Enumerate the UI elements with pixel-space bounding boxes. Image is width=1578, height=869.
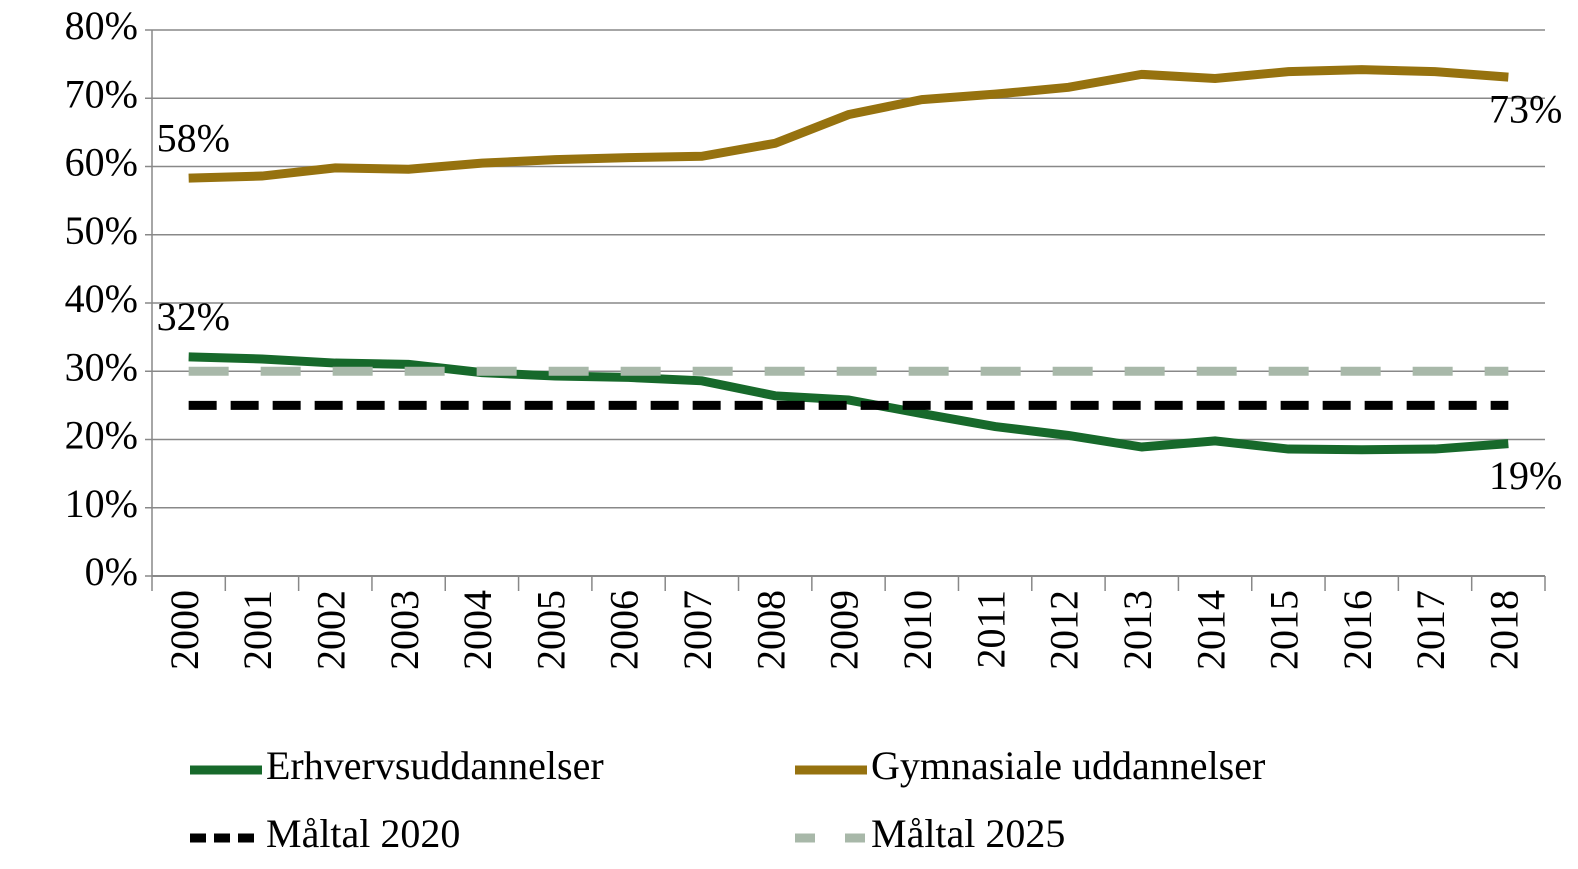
x-tick-label: 2004 (455, 590, 500, 670)
x-tick-label: 2006 (602, 590, 647, 670)
y-tick-label: 30% (65, 344, 138, 389)
x-tick-label: 2018 (1482, 590, 1527, 670)
legend-label: Måltal 2025 (871, 811, 1065, 856)
x-tick-label: 2013 (1115, 590, 1160, 670)
x-tick-label: 2015 (1262, 590, 1307, 670)
x-tick-label: 2009 (822, 590, 867, 670)
data-label: 73% (1489, 86, 1562, 131)
x-tick-label: 2002 (308, 590, 353, 670)
legend-label: Måltal 2020 (266, 811, 460, 856)
y-tick-label: 20% (65, 413, 138, 458)
x-tick-label: 2001 (235, 590, 280, 670)
x-tick-label: 2000 (162, 590, 207, 670)
data-label: 32% (157, 294, 230, 339)
x-tick-label: 2003 (382, 590, 427, 670)
x-tick-label: 2014 (1188, 590, 1233, 670)
legend-label: Erhvervsuddannelser (266, 743, 604, 788)
y-tick-label: 70% (65, 71, 138, 116)
y-tick-label: 40% (65, 276, 138, 321)
series-line (188, 65, 1509, 183)
y-tick-label: 10% (65, 481, 138, 526)
legend-label: Gymnasiale uddannelser (871, 743, 1265, 788)
x-tick-label: 2017 (1408, 590, 1453, 670)
x-tick-label: 2011 (968, 590, 1013, 669)
data-label: 19% (1489, 453, 1562, 498)
x-tick-label: 2005 (528, 590, 573, 670)
series-line (188, 352, 1509, 455)
x-tick-label: 2007 (675, 590, 720, 670)
y-tick-label: 80% (65, 3, 138, 48)
y-tick-label: 0% (85, 549, 138, 594)
x-tick-label: 2016 (1335, 590, 1380, 670)
data-label: 58% (157, 115, 230, 160)
y-tick-label: 60% (65, 140, 138, 185)
x-tick-label: 2012 (1042, 590, 1087, 670)
x-tick-label: 2008 (748, 590, 793, 670)
x-tick-label: 2010 (895, 590, 940, 670)
y-tick-label: 50% (65, 208, 138, 253)
